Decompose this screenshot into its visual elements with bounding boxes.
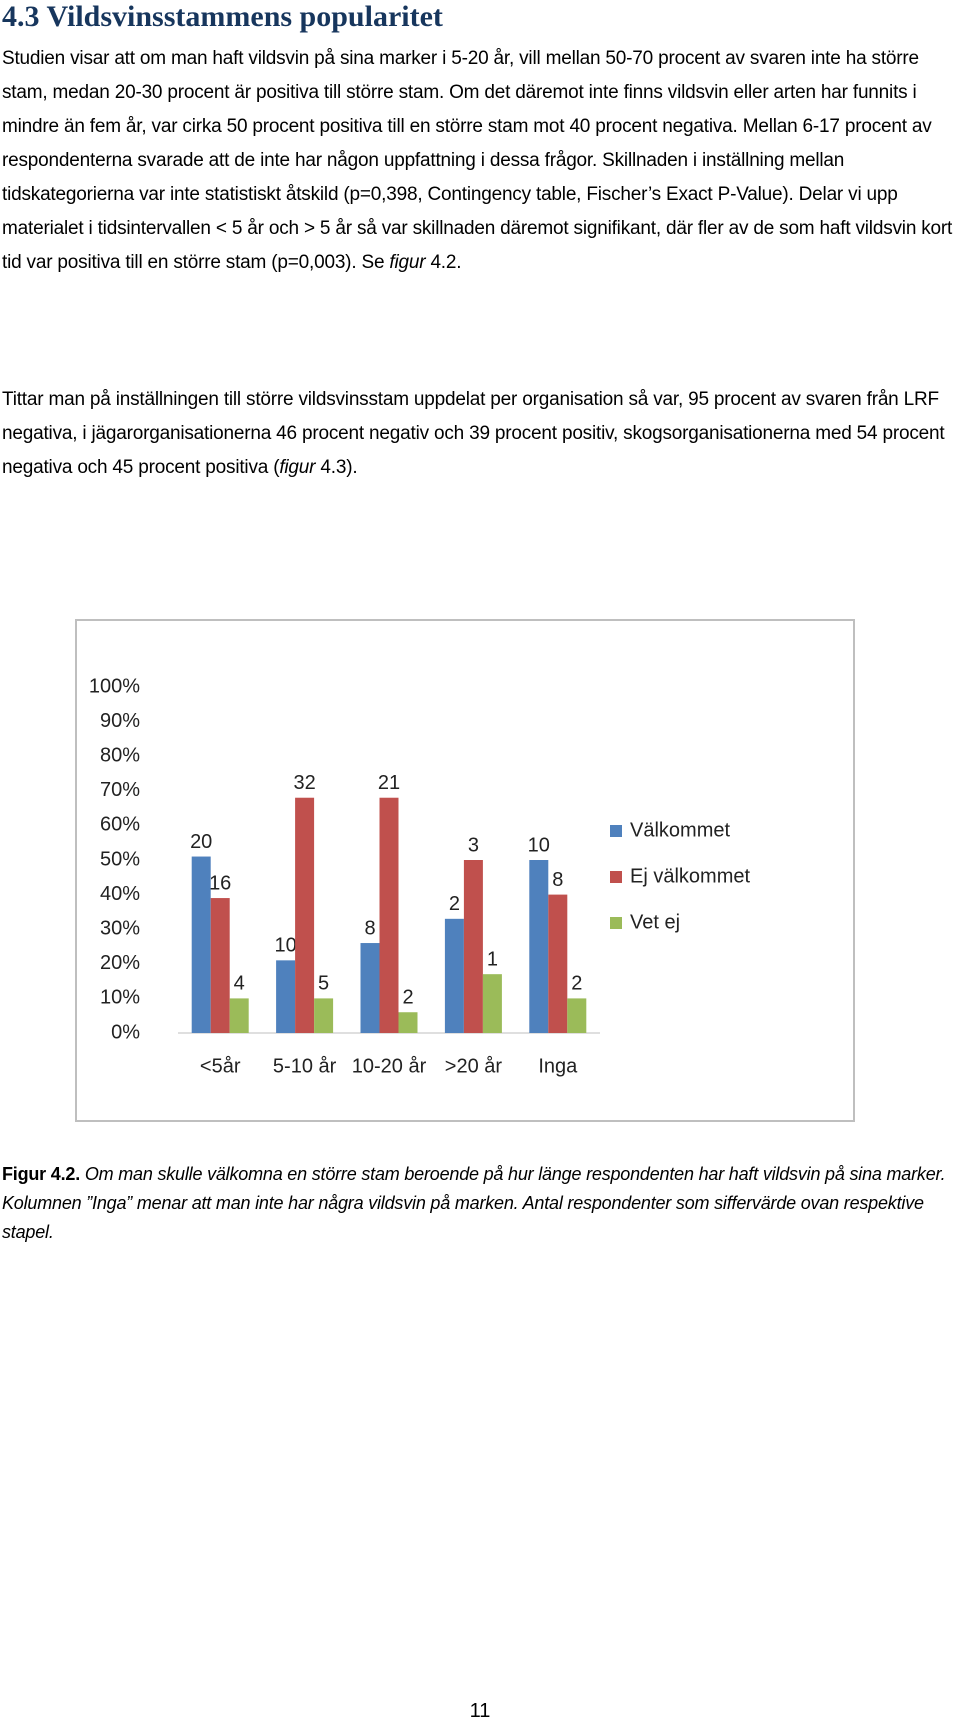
y-tick-label: 20% [100, 952, 140, 974]
y-tick-label: 40% [100, 883, 140, 905]
caption-text: Om man skulle välkomna en större stam be… [2, 1164, 946, 1242]
chart: 0% 10% 20% 30% 40% 50% 60% 70% 80% 90% 100% <5år 20 1… [75, 619, 855, 1122]
x-tick-label: Inga [538, 1055, 578, 1077]
legend-swatch [610, 825, 622, 837]
text: figur [389, 252, 426, 273]
data-label: 5 [318, 973, 329, 995]
bar [210, 898, 230, 1033]
text: Studien visar att om man haft vildsvin p… [2, 48, 953, 273]
page-number: 11 [469, 1700, 491, 1722]
data-label: 10 [274, 935, 296, 957]
data-label: 2 [402, 987, 413, 1009]
y-tick-label: 50% [100, 848, 140, 870]
data-label: 4 [234, 973, 245, 995]
legend-swatch [610, 871, 622, 883]
x-tick-label: >20 år [445, 1055, 503, 1077]
heading: 4.3 Vildsvinsstammens popularitet [2, 0, 443, 33]
paragraph: Studien visar att om man haft vildsvin p… [2, 42, 957, 280]
data-label: 8 [364, 917, 375, 939]
bar [529, 860, 549, 1033]
data-label: 21 [378, 772, 400, 794]
y-tick-label: 30% [100, 917, 140, 939]
data-label: 10 [528, 834, 550, 856]
bar [360, 943, 380, 1033]
paragraph: Tittar man på inställningen till större … [2, 383, 957, 485]
bar [229, 998, 249, 1033]
data-label: 32 [293, 772, 315, 794]
x-tick-label: <5år [200, 1055, 241, 1077]
data-label: 2 [571, 973, 582, 995]
legend-label: Vet ej [630, 911, 680, 933]
bar [314, 998, 334, 1033]
bar [276, 960, 296, 1033]
caption-label: Figur 4.2. [2, 1164, 81, 1184]
bar [444, 918, 464, 1033]
data-label: 8 [552, 869, 563, 891]
data-label: 2 [449, 893, 460, 915]
y-tick-label: 80% [100, 744, 140, 766]
bar [398, 1012, 418, 1033]
y-tick-label: 90% [100, 710, 140, 732]
bar [295, 797, 315, 1033]
y-tick-label: 70% [100, 779, 140, 801]
bar [482, 974, 502, 1033]
legend-swatch [610, 917, 622, 929]
text: 4.3). [315, 457, 358, 478]
data-label: 1 [487, 948, 498, 970]
y-tick-label: 60% [100, 814, 140, 836]
bar [191, 856, 211, 1033]
text: 4.2. [425, 252, 462, 273]
text: Tittar man på inställningen till större … [2, 389, 945, 478]
bar [379, 797, 399, 1033]
data-label: 20 [190, 831, 212, 853]
x-tick-label: 5-10 år [273, 1055, 337, 1077]
data-label: 16 [209, 872, 231, 894]
bar [548, 894, 568, 1033]
legend-label: Välkommet [630, 819, 730, 841]
caption: Figur 4.2. Om man skulle välkomna en stö… [2, 1160, 957, 1247]
x-tick-label: 10-20 år [352, 1055, 427, 1077]
legend-label: Ej välkommet [630, 865, 750, 887]
text: figur [279, 457, 316, 478]
y-tick-label: 0% [111, 1021, 140, 1043]
y-tick-label: 10% [100, 987, 140, 1009]
data-label: 3 [468, 834, 479, 856]
bar [463, 860, 483, 1033]
y-tick-label: 100% [89, 675, 140, 697]
bar [567, 998, 587, 1033]
